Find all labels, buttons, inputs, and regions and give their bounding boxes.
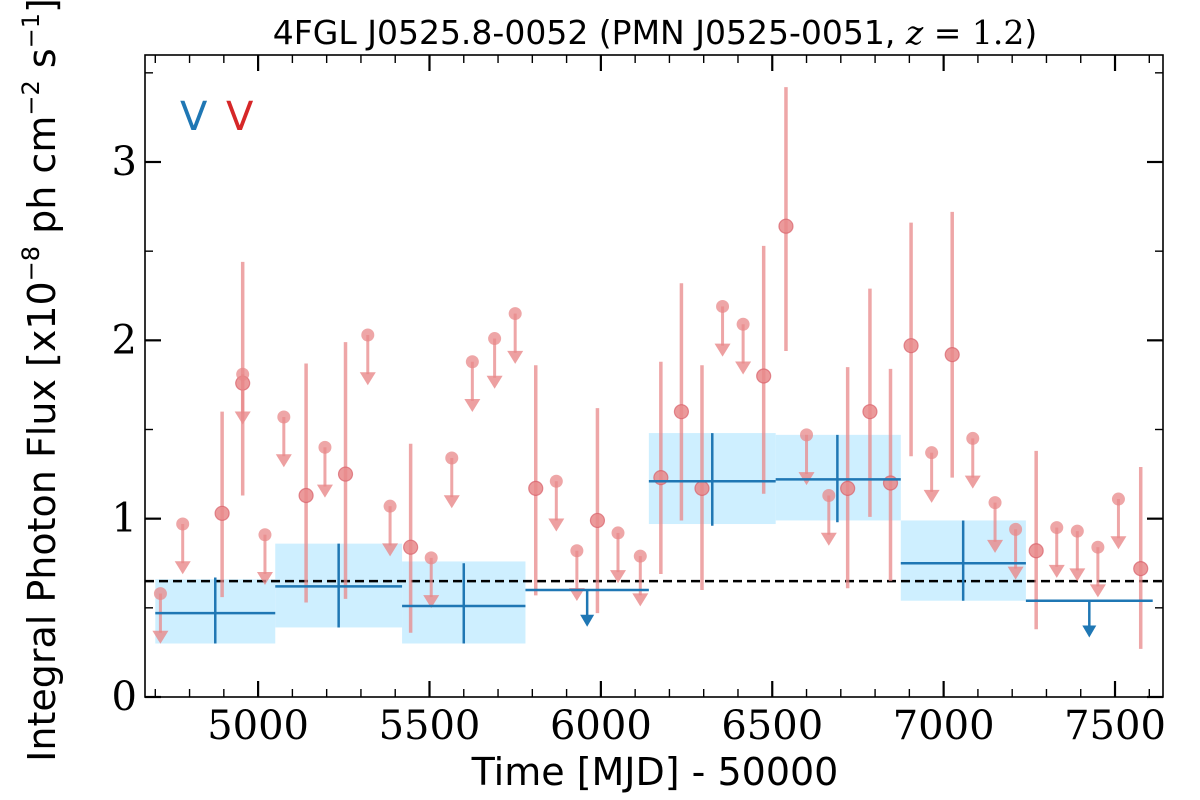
short-bin-point bbox=[403, 539, 419, 555]
plot-frame bbox=[144, 54, 1164, 698]
y-tick-label: 3 bbox=[112, 139, 137, 185]
y-tick-label: 2 bbox=[112, 317, 137, 363]
short-ul-arrow bbox=[632, 593, 649, 607]
short-bin-point bbox=[589, 512, 606, 529]
x-tick-label: 5000 bbox=[207, 703, 309, 749]
short-bin-point bbox=[694, 480, 710, 496]
short-bin-point bbox=[1133, 560, 1149, 577]
short-bin-point bbox=[862, 404, 878, 420]
y-tick-label: 1 bbox=[112, 496, 137, 542]
short-bin-point bbox=[214, 505, 230, 521]
short-ul-arrow bbox=[820, 532, 837, 546]
short-bin-point bbox=[944, 347, 960, 363]
short-ul-arrow bbox=[987, 539, 1004, 553]
x-tick-label: 6000 bbox=[550, 703, 652, 749]
short-ul-arrow bbox=[234, 411, 251, 425]
short-bin-point bbox=[528, 480, 544, 496]
y-axis-ticks: 0 1 2 3 bbox=[112, 72, 1163, 720]
short-ul-arrow bbox=[256, 571, 273, 585]
short-ul-arrow bbox=[610, 570, 627, 584]
x-tick-label: 6500 bbox=[721, 703, 823, 749]
short-ul-arrow bbox=[443, 495, 460, 509]
short-ul-arrow bbox=[1069, 568, 1086, 582]
legend-entry-red: V bbox=[226, 94, 254, 140]
short-ul-arrow bbox=[1048, 564, 1065, 578]
short-ul-arrow bbox=[1007, 566, 1024, 580]
short-ul-arrow bbox=[507, 350, 524, 364]
x-tick-label: 7500 bbox=[1064, 703, 1166, 749]
short-bin-point bbox=[337, 466, 354, 482]
short-ul-arrow bbox=[275, 454, 292, 468]
short-ul-arrow bbox=[464, 398, 481, 412]
short-ul-arrow bbox=[714, 343, 731, 357]
short-ul-arrow bbox=[1110, 536, 1127, 550]
short-bin-point bbox=[882, 475, 899, 491]
short-ul-arrow bbox=[359, 372, 376, 386]
short-ul-arrow bbox=[382, 543, 399, 557]
legend: V V bbox=[180, 94, 254, 140]
short-ul-arrow bbox=[735, 361, 752, 375]
short-bin-point bbox=[673, 404, 690, 420]
short-bin-point bbox=[778, 218, 794, 234]
y-tick-label: 0 bbox=[112, 674, 137, 720]
x-axis-label: Time [MJD] - 50000 bbox=[471, 750, 839, 794]
short-ul-arrow bbox=[923, 489, 940, 503]
long-ul-arrow bbox=[580, 614, 595, 627]
legend-entry-blue: V bbox=[180, 94, 208, 140]
x-tick-label: 5500 bbox=[379, 703, 481, 749]
short-ul-arrow bbox=[964, 475, 981, 489]
y-axis-label: Integral Photon Flux [x10−8 ph cm−2 s−1] bbox=[17, 0, 64, 762]
x-tick-label: 7000 bbox=[893, 703, 995, 749]
short-ul-arrow bbox=[486, 375, 503, 389]
long-bin-series bbox=[155, 433, 1153, 644]
short-ul-arrow bbox=[152, 630, 169, 644]
long-ul-arrow bbox=[1082, 625, 1097, 638]
short-ul-arrow bbox=[316, 484, 333, 498]
short-bin-point bbox=[298, 487, 314, 504]
short-ul-arrow bbox=[423, 595, 440, 609]
chart-title: 4FGL J0525.8-0052 (PMN J0525-0051, z = 1… bbox=[273, 13, 1037, 52]
short-bin-series bbox=[152, 87, 1149, 649]
short-bin-point bbox=[903, 338, 919, 354]
short-ul-arrow bbox=[174, 561, 191, 575]
x-axis-ticks: 5000 5500 6000 6500 7000 7500 bbox=[154, 55, 1166, 749]
short-bin-point bbox=[1028, 543, 1044, 559]
short-ul-arrow bbox=[548, 518, 565, 532]
short-bin-point bbox=[840, 480, 856, 496]
short-ul-arrow bbox=[1089, 584, 1106, 598]
short-bin-point bbox=[756, 368, 772, 384]
short-bin-point bbox=[653, 470, 669, 486]
plot-border bbox=[144, 54, 1164, 698]
